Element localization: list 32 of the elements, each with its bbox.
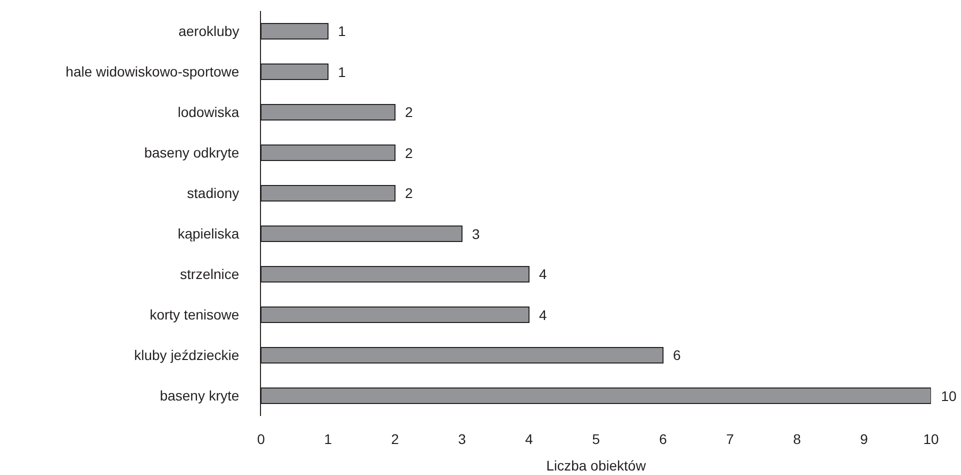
- x-tick-label: 1: [324, 431, 332, 447]
- y-tick-label: stadiony: [187, 185, 240, 202]
- y-tick-label: strzelnice: [180, 266, 240, 282]
- y-tick-label: kluby jeździeckie: [134, 347, 240, 364]
- x-tick-label: 5: [592, 431, 600, 447]
- x-tick-label: 0: [257, 431, 266, 447]
- x-tick-label: 9: [860, 431, 868, 447]
- y-tick-label: baseny kryte: [160, 388, 240, 404]
- x-tick-label: 10: [923, 431, 939, 447]
- data-label: 10: [941, 388, 957, 404]
- x-tick-label: 2: [391, 431, 400, 447]
- x-tick-label: 7: [726, 431, 734, 447]
- x-tick-label: 6: [659, 431, 668, 447]
- y-tick-label: baseny odkryte: [144, 144, 240, 161]
- data-label: 2: [405, 185, 413, 201]
- data-label: 1: [338, 23, 346, 39]
- y-tick-label: lodowiska: [178, 104, 240, 120]
- x-tick-label: 4: [525, 431, 534, 447]
- x-axis-title: Liczba obiektów: [546, 457, 647, 474]
- data-label: 6: [673, 347, 681, 363]
- data-label: 3: [472, 226, 480, 242]
- y-tick-label: hale widowiskowo-sportowe: [66, 64, 240, 80]
- x-tick-label: 8: [793, 431, 802, 447]
- x-tick-label: 3: [458, 431, 466, 447]
- data-label: 2: [405, 145, 413, 161]
- data-label: 4: [539, 266, 547, 282]
- y-tick-label: aerokluby: [178, 23, 240, 40]
- y-tick-label: korty tenisowe: [150, 306, 240, 323]
- data-label: 4: [539, 307, 547, 323]
- data-label: 1: [338, 64, 346, 80]
- data-label: 2: [405, 104, 413, 120]
- y-tick-label: kąpieliska: [178, 226, 240, 242]
